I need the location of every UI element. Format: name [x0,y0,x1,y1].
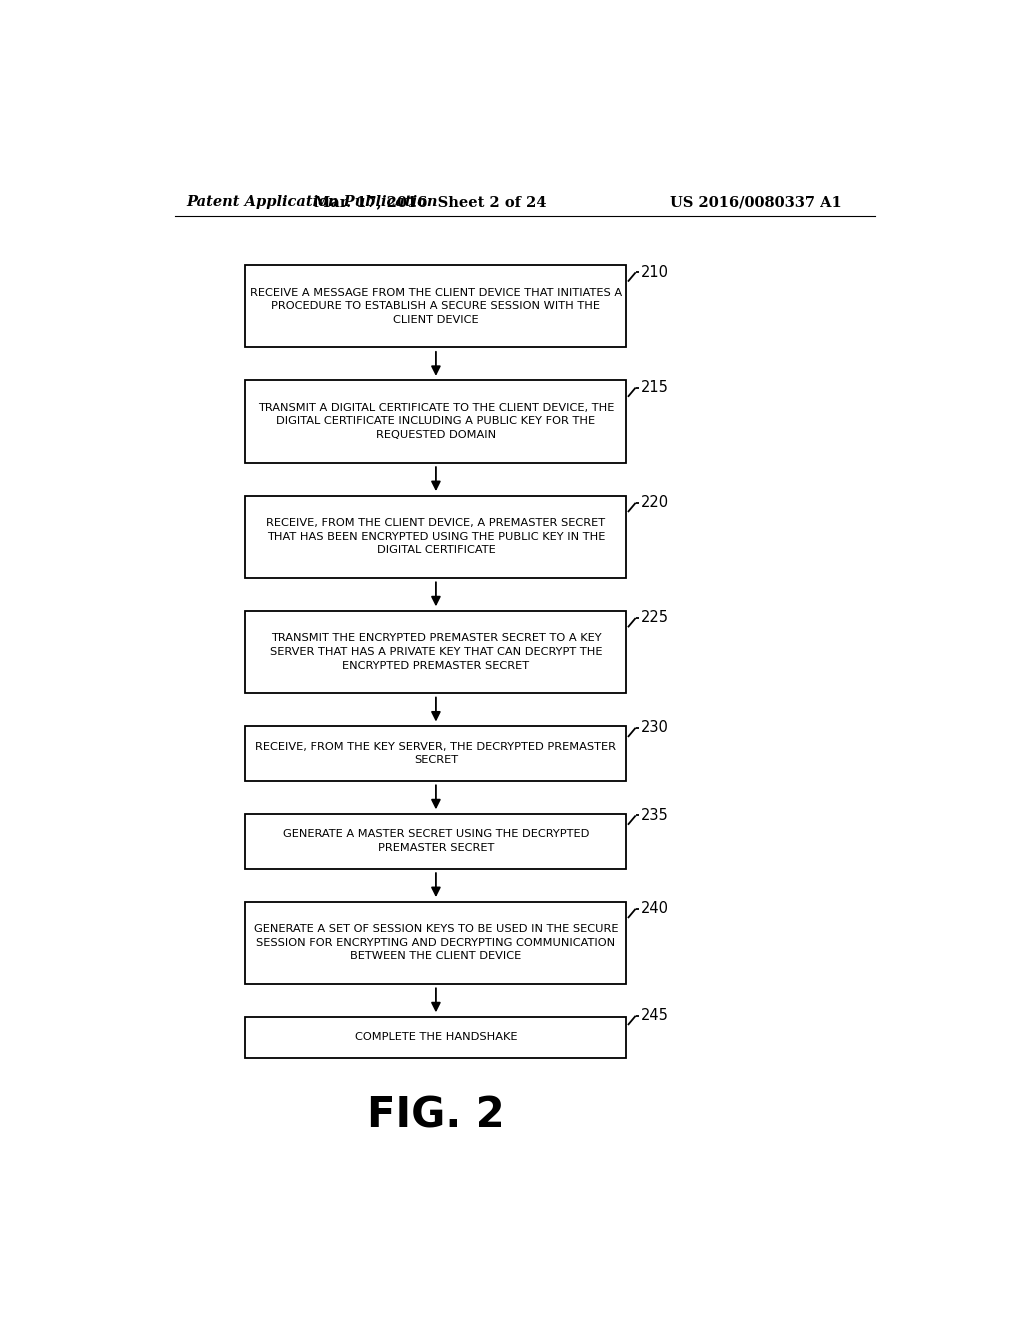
Text: GENERATE A SET OF SESSION KEYS TO BE USED IN THE SECURE
SESSION FOR ENCRYPTING A: GENERATE A SET OF SESSION KEYS TO BE USE… [254,924,618,961]
Text: RECEIVE, FROM THE KEY SERVER, THE DECRYPTED PREMASTER
SECRET: RECEIVE, FROM THE KEY SERVER, THE DECRYP… [255,742,616,766]
Text: US 2016/0080337 A1: US 2016/0080337 A1 [671,195,843,209]
Text: Mar. 17, 2016  Sheet 2 of 24: Mar. 17, 2016 Sheet 2 of 24 [314,195,547,209]
Bar [246,495,627,578]
Text: 210: 210 [641,265,669,280]
Bar [246,902,627,983]
Text: 240: 240 [641,902,669,916]
Text: RECEIVE A MESSAGE FROM THE CLIENT DEVICE THAT INITIATES A
PROCEDURE TO ESTABLISH: RECEIVE A MESSAGE FROM THE CLIENT DEVICE… [250,288,622,325]
Bar [246,1016,627,1057]
Text: 215: 215 [641,380,669,395]
Bar [246,726,627,781]
Text: 245: 245 [641,1008,669,1023]
Bar [246,380,627,462]
Text: TRANSMIT THE ENCRYPTED PREMASTER SECRET TO A KEY
SERVER THAT HAS A PRIVATE KEY T: TRANSMIT THE ENCRYPTED PREMASTER SECRET … [269,634,602,671]
Text: FIG. 2: FIG. 2 [368,1094,505,1137]
Text: 230: 230 [641,721,669,735]
Text: 235: 235 [641,808,669,822]
Bar [246,813,627,869]
Text: 225: 225 [641,610,669,626]
Text: TRANSMIT A DIGITAL CERTIFICATE TO THE CLIENT DEVICE, THE
DIGITAL CERTIFICATE INC: TRANSMIT A DIGITAL CERTIFICATE TO THE CL… [258,403,614,440]
Text: COMPLETE THE HANDSHAKE: COMPLETE THE HANDSHAKE [354,1032,517,1043]
Text: RECEIVE, FROM THE CLIENT DEVICE, A PREMASTER SECRET
THAT HAS BEEN ENCRYPTED USIN: RECEIVE, FROM THE CLIENT DEVICE, A PREMA… [266,519,605,556]
Text: 220: 220 [641,495,670,511]
Text: Patent Application Publication: Patent Application Publication [186,195,437,209]
Text: GENERATE A MASTER SECRET USING THE DECRYPTED
PREMASTER SECRET: GENERATE A MASTER SECRET USING THE DECRY… [283,829,589,853]
Bar [246,611,627,693]
Bar [246,265,627,347]
